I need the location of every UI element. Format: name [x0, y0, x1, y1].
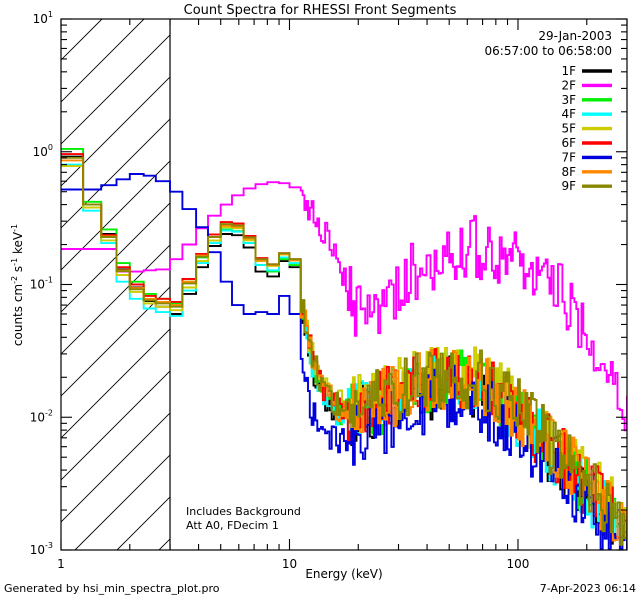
- series-line-8F: [61, 159, 627, 542]
- y-axis-label-p0: counts cm: [11, 284, 25, 346]
- y-tick-label: 10-3: [30, 541, 53, 557]
- plot-annotations: Includes Background Att A0, FDecim 1: [186, 505, 301, 532]
- y-axis-label-p3: -1: [10, 258, 19, 266]
- legend-label-9F: 9F: [561, 179, 576, 193]
- legend-item-8F[interactable]: 8F: [561, 165, 612, 179]
- legend-item-4F[interactable]: 4F: [561, 107, 612, 121]
- y-tick-labels: 101 100 10-1 10-2 10-3: [30, 10, 53, 557]
- y-axis-label-p4: keV: [11, 231, 25, 258]
- legend-label-2F: 2F: [561, 78, 576, 92]
- x-tick-label: 100: [507, 557, 530, 571]
- annotation-includes-background: Includes Background: [186, 505, 301, 518]
- observation-info: 29-Jan-2003 06:57:00 to 06:58:00: [485, 29, 612, 58]
- legend-item-1F[interactable]: 1F: [561, 64, 612, 78]
- legend-item-5F[interactable]: 5F: [561, 122, 612, 136]
- series-line-7F: [61, 173, 627, 550]
- legend-label-5F: 5F: [561, 122, 576, 136]
- annotation-attenuator: Att A0, FDecim 1: [186, 519, 279, 532]
- y-axis-label-p5: -1: [10, 224, 19, 232]
- legend-item-3F[interactable]: 3F: [561, 93, 612, 107]
- y-axis-label-p2: s: [11, 266, 25, 276]
- x-tick-labels: 1 10 100: [57, 557, 529, 571]
- observation-date: 29-Jan-2003: [538, 29, 612, 43]
- x-tick-label: 1: [57, 557, 65, 571]
- series-layer: [61, 147, 627, 550]
- y-tick-label: 101: [33, 10, 53, 26]
- legend-label-4F: 4F: [561, 107, 576, 121]
- x-axis-label: Energy (keV): [305, 567, 382, 581]
- series-line-3F: [61, 147, 627, 535]
- y-tick-label: 10-1: [30, 276, 53, 292]
- legend-item-7F[interactable]: 7F: [561, 150, 612, 164]
- y-axis-label: counts cm-2 s-1 keV-1: [10, 224, 25, 346]
- y-tick-label: 100: [33, 143, 53, 159]
- y-axis-label-p1: -2: [10, 276, 19, 284]
- legend-label-7F: 7F: [561, 150, 576, 164]
- series-line-4F: [61, 163, 627, 538]
- axis-ticks: [60, 18, 628, 551]
- series-line-5F: [61, 165, 627, 549]
- legend-item-6F[interactable]: 6F: [561, 136, 612, 150]
- y-tick-label: 10-2: [30, 408, 53, 424]
- legend-item-9F[interactable]: 9F: [561, 179, 612, 193]
- legend-item-2F[interactable]: 2F: [561, 78, 612, 92]
- x-tick-label: 10: [282, 557, 297, 571]
- page-title: Count Spectra for RHESSI Front Segments: [184, 3, 457, 18]
- excluded-band-hatch: [61, 19, 171, 550]
- legend-label-3F: 3F: [561, 93, 576, 107]
- footer-timestamp: 7-Apr-2023 06:14: [540, 582, 636, 595]
- footer-generator: Generated by hsi_min_spectra_plot.pro: [4, 582, 220, 595]
- series-line-1F: [61, 155, 627, 550]
- series-line-2F: [61, 181, 627, 432]
- legend-label-8F: 8F: [561, 165, 576, 179]
- legend-label-6F: 6F: [561, 136, 576, 150]
- svg-text:counts cm-2 s-1 keV-1: counts cm-2 s-1 keV-1: [10, 224, 25, 346]
- observation-interval: 06:57:00 to 06:58:00: [485, 44, 612, 58]
- legend-label-1F: 1F: [561, 64, 576, 78]
- series-line-9F: [61, 156, 627, 546]
